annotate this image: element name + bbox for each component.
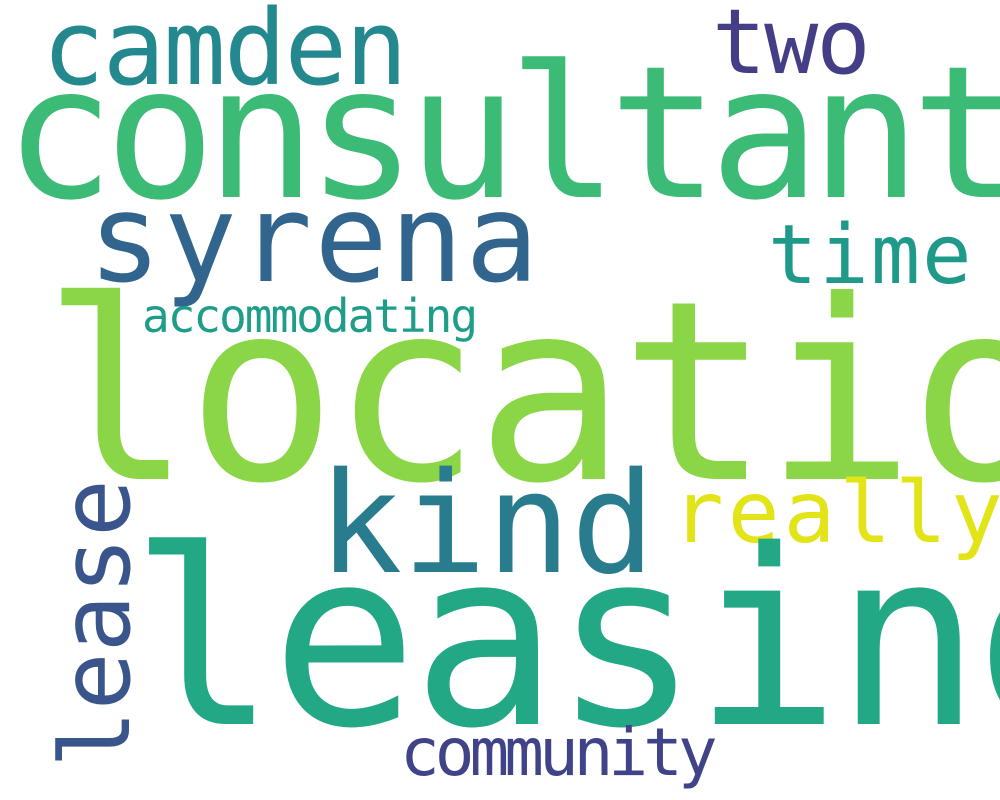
- word-location: location: [42, 247, 1000, 538]
- word-leasing: leasing: [130, 498, 1000, 782]
- word-accommodating: accommodating: [142, 289, 478, 343]
- word-two: two: [712, 0, 871, 95]
- word-consultant: consultant: [4, 27, 1000, 241]
- word-really: really: [672, 463, 1000, 563]
- word-time: time: [768, 208, 974, 303]
- word-camden: camden: [42, 0, 408, 109]
- word-syrena: syrena: [88, 168, 541, 310]
- word-community: community: [400, 714, 718, 791]
- word-kind: kind: [318, 443, 656, 606]
